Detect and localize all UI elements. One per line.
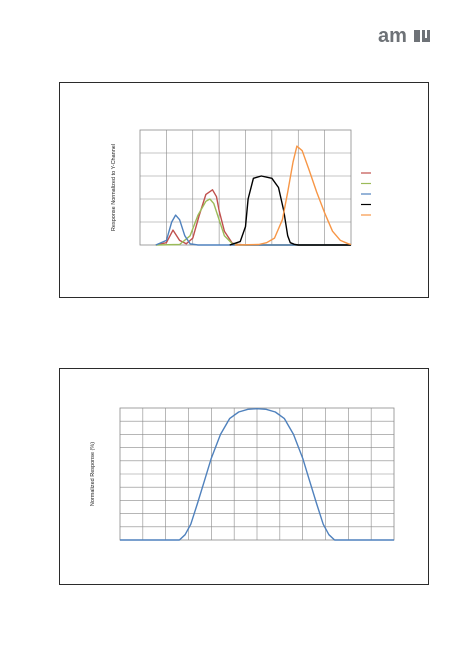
brand-logo: am (378, 25, 430, 47)
brand-logo-mark (414, 30, 420, 42)
y-axis-label: Normalized Response (%) (90, 442, 96, 506)
filter-response-frame: Normalized Response (%) (59, 368, 429, 585)
series-line-1 (120, 408, 394, 541)
spectral-response-chart: Response Normalized to Y-Channel (111, 129, 371, 246)
filter-response-chart: Normalized Response (%) (90, 407, 395, 541)
series-line-5 (234, 145, 352, 246)
brand-logo-text: am (378, 25, 407, 47)
brand-logo-mark-gap (425, 30, 427, 38)
series-line-4 (229, 175, 351, 246)
spectral-response-frame: Response Normalized to Y-Channel (59, 82, 429, 298)
series-line-3 (155, 214, 351, 246)
y-axis-label: Response Normalized to Y-Channel (111, 144, 117, 231)
